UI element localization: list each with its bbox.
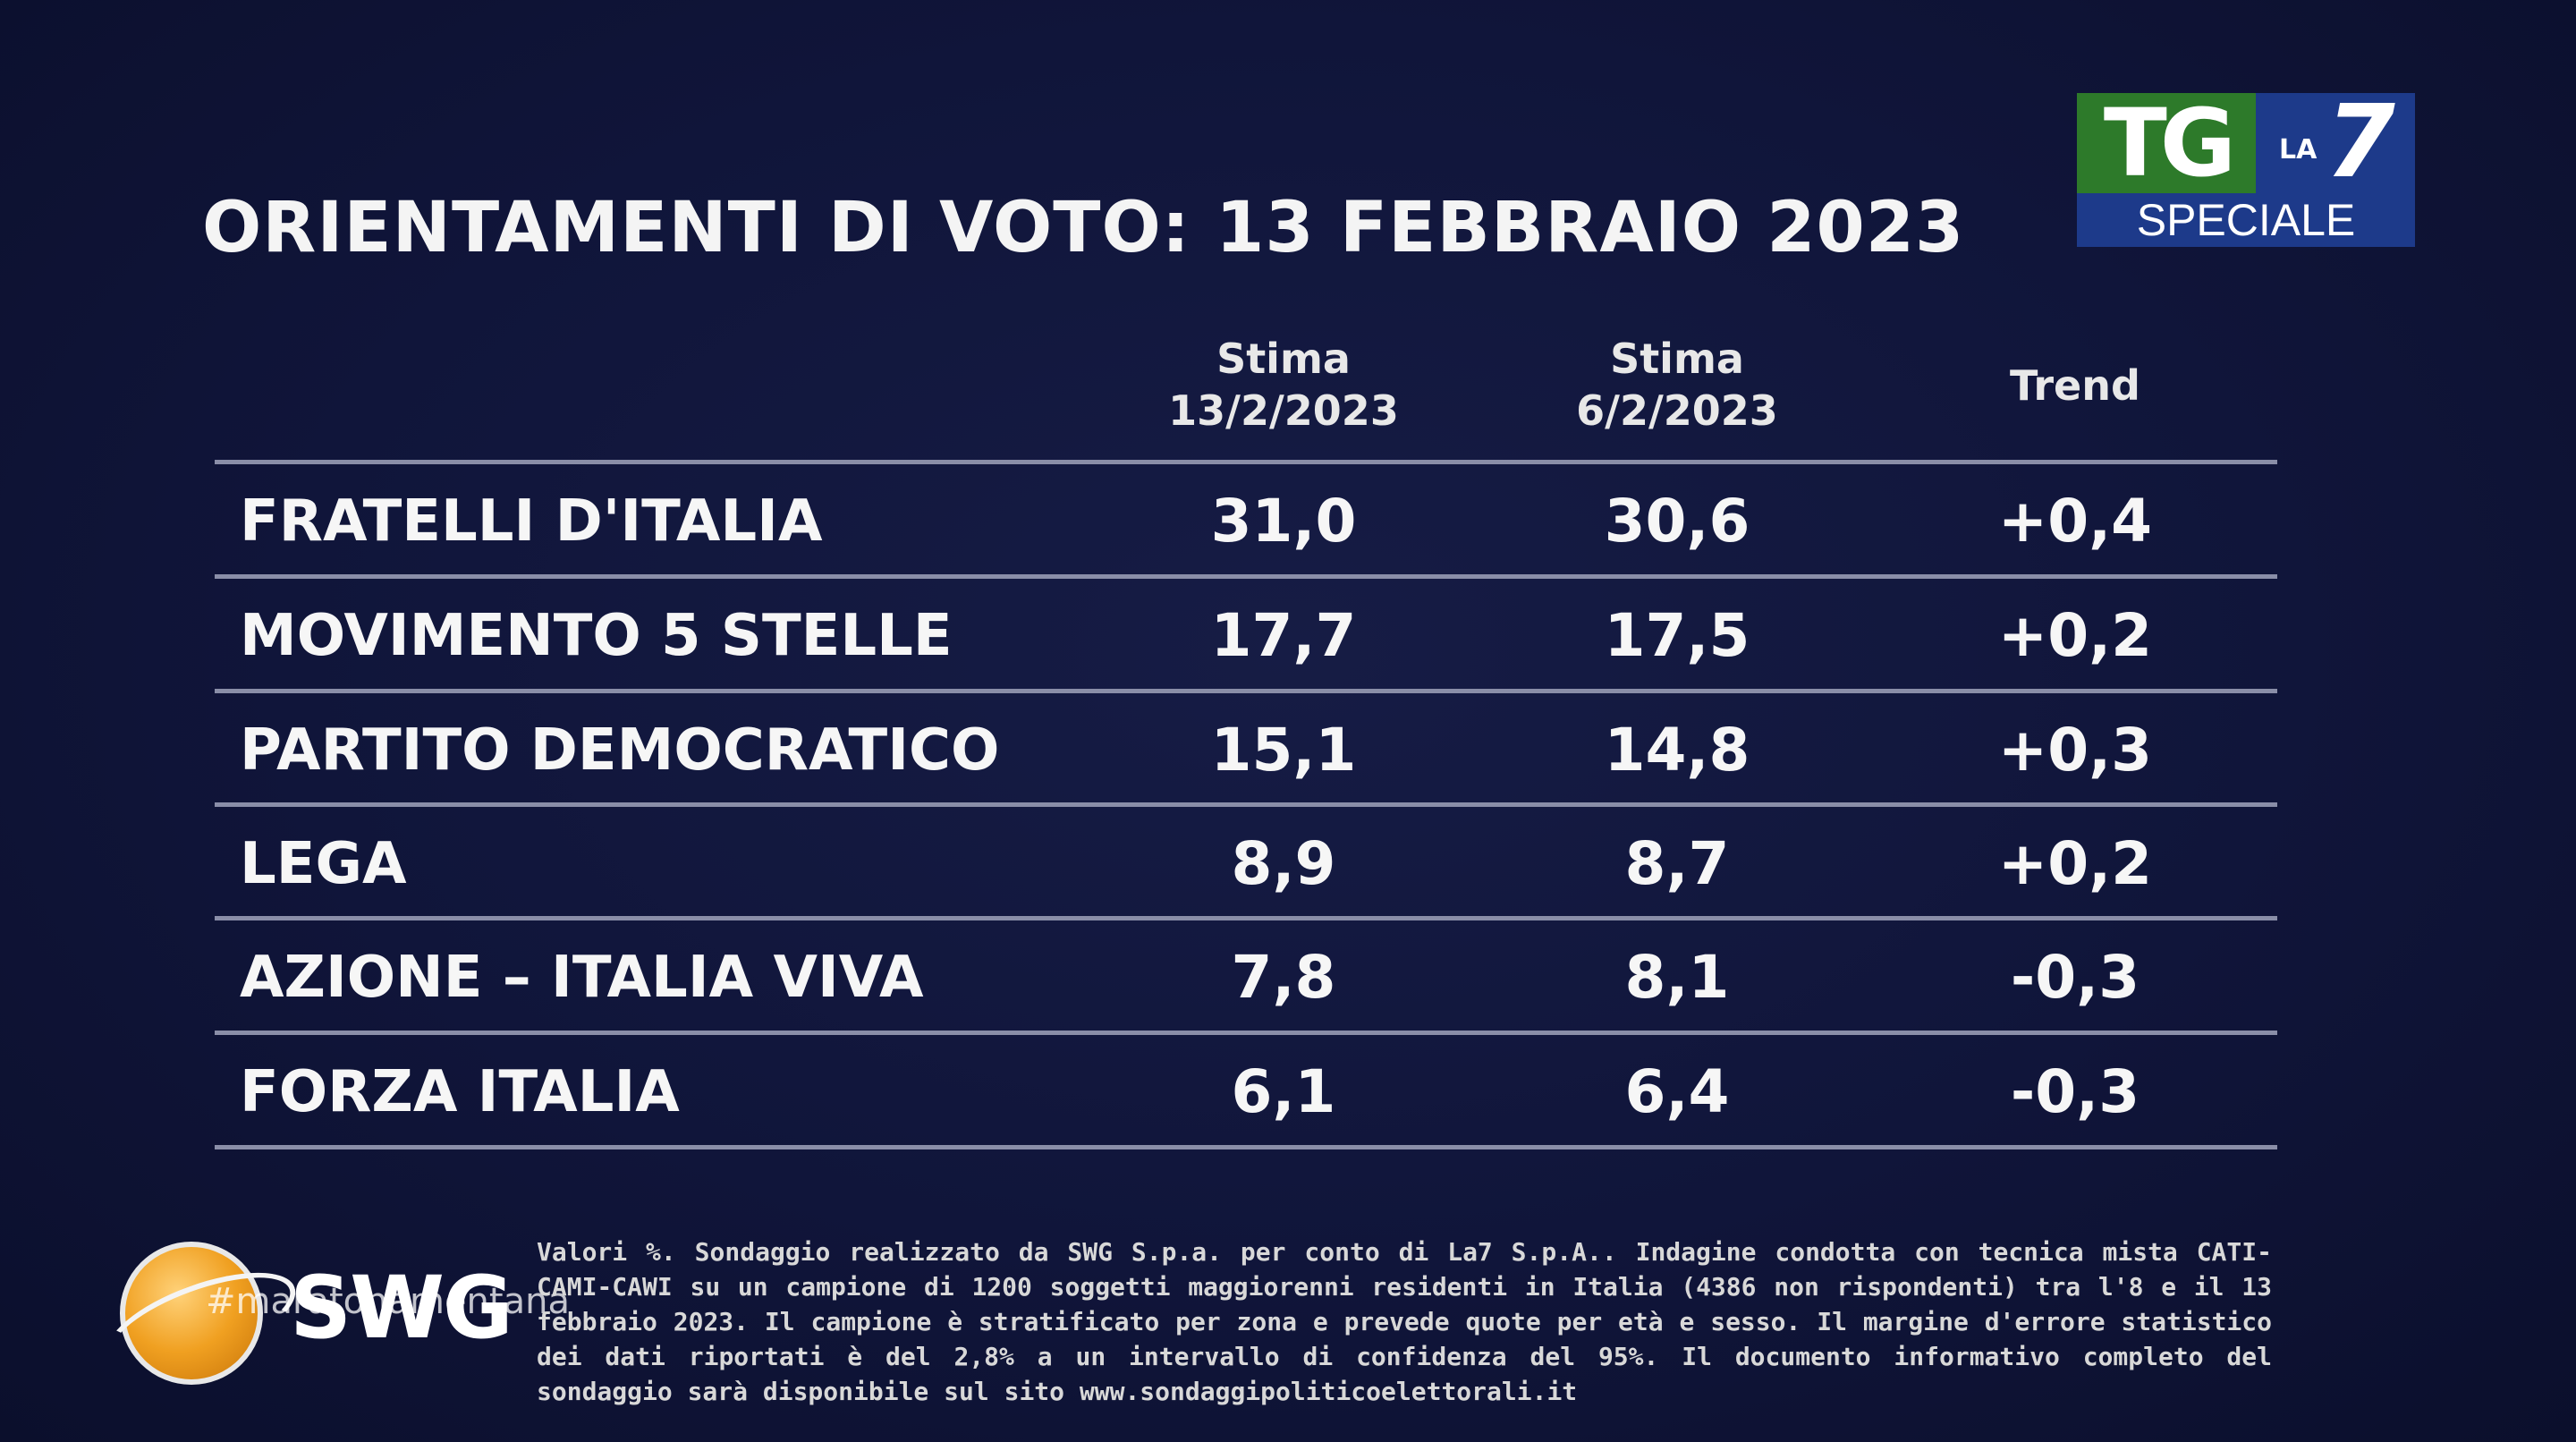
hashtag-overlay: #maratonamentana	[206, 1281, 570, 1322]
table-divider	[215, 916, 2277, 920]
table-divider	[215, 1145, 2277, 1149]
value-trend: +0,3	[1997, 716, 2153, 785]
column-header-current-line2: 13/2/2023	[1168, 386, 1399, 435]
la7-logo-seven: 7	[2326, 84, 2395, 200]
table-divider	[215, 689, 2277, 693]
tg-logo-text: TG	[2077, 93, 2256, 193]
party-name: FRATELLI D'ITALIA	[240, 488, 823, 555]
value-previous: 8,1	[1624, 943, 1730, 1012]
table-row: FORZA ITALIA 6,1 6,4 -0,3	[215, 1038, 2277, 1147]
value-previous: 14,8	[1604, 716, 1750, 785]
value-previous: 30,6	[1604, 487, 1750, 556]
table-row: FRATELLI D'ITALIA 31,0 30,6 +0,4	[215, 467, 2277, 576]
value-current: 31,0	[1210, 487, 1357, 556]
la7-logo: LA 7	[2256, 89, 2415, 195]
tg-la7-speciale-logo: TG LA 7 SPECIALE	[2077, 89, 2415, 247]
swg-globe-icon	[120, 1242, 263, 1385]
table-row: MOVIMENTO 5 STELLE 17,7 17,5 +0,2	[215, 581, 2277, 691]
value-trend: -0,3	[2010, 943, 2140, 1012]
value-previous: 6,4	[1624, 1057, 1730, 1126]
column-header-current: Stima 13/2/2023	[1145, 333, 1422, 437]
table-divider	[215, 1031, 2277, 1035]
party-name: PARTITO DEMOCRATICO	[240, 717, 1000, 784]
value-trend: +0,2	[1997, 601, 2153, 670]
value-current: 15,1	[1210, 716, 1357, 785]
table-row: PARTITO DEMOCRATICO 15,1 14,8 +0,3	[215, 696, 2277, 805]
table-row: LEGA 8,9 8,7 +0,2	[215, 810, 2277, 919]
methodology-note: Valori %. Sondaggio realizzato da SWG S.…	[537, 1237, 2272, 1406]
value-previous: 17,5	[1604, 601, 1750, 670]
value-current: 8,9	[1231, 829, 1336, 898]
speciale-label: SPECIALE	[2077, 193, 2415, 247]
swg-brand: SWG	[290, 1258, 513, 1358]
party-name: FORZA ITALIA	[240, 1059, 680, 1125]
party-name: LEGA	[240, 831, 407, 897]
table-row: AZIONE – ITALIA VIVA 7,8 8,1 -0,3	[215, 923, 2277, 1032]
party-name: AZIONE – ITALIA VIVA	[240, 945, 924, 1011]
value-trend: -0,3	[2010, 1057, 2140, 1126]
column-header-previous-line1: Stima	[1610, 335, 1744, 383]
party-name: MOVIMENTO 5 STELLE	[240, 603, 953, 669]
column-header-trend: Trend	[2010, 361, 2140, 410]
swg-logo: SWG	[95, 1231, 513, 1390]
column-header-current-line1: Stima	[1216, 335, 1351, 383]
table-divider	[215, 802, 2277, 807]
value-current: 7,8	[1231, 943, 1336, 1012]
table-divider	[215, 574, 2277, 579]
value-trend: +0,4	[1997, 487, 2153, 556]
la7-logo-la: LA	[2279, 134, 2318, 165]
value-current: 6,1	[1231, 1057, 1336, 1126]
value-trend: +0,2	[1997, 829, 2153, 898]
value-previous: 8,7	[1624, 829, 1730, 898]
table-divider	[215, 460, 2277, 464]
column-header-previous: Stima 6/2/2023	[1538, 333, 1816, 437]
page-title: ORIENTAMENTI DI VOTO: 13 FEBBRAIO 2023	[202, 188, 1965, 268]
column-header-previous-line2: 6/2/2023	[1576, 386, 1778, 435]
value-current: 17,7	[1210, 601, 1357, 670]
